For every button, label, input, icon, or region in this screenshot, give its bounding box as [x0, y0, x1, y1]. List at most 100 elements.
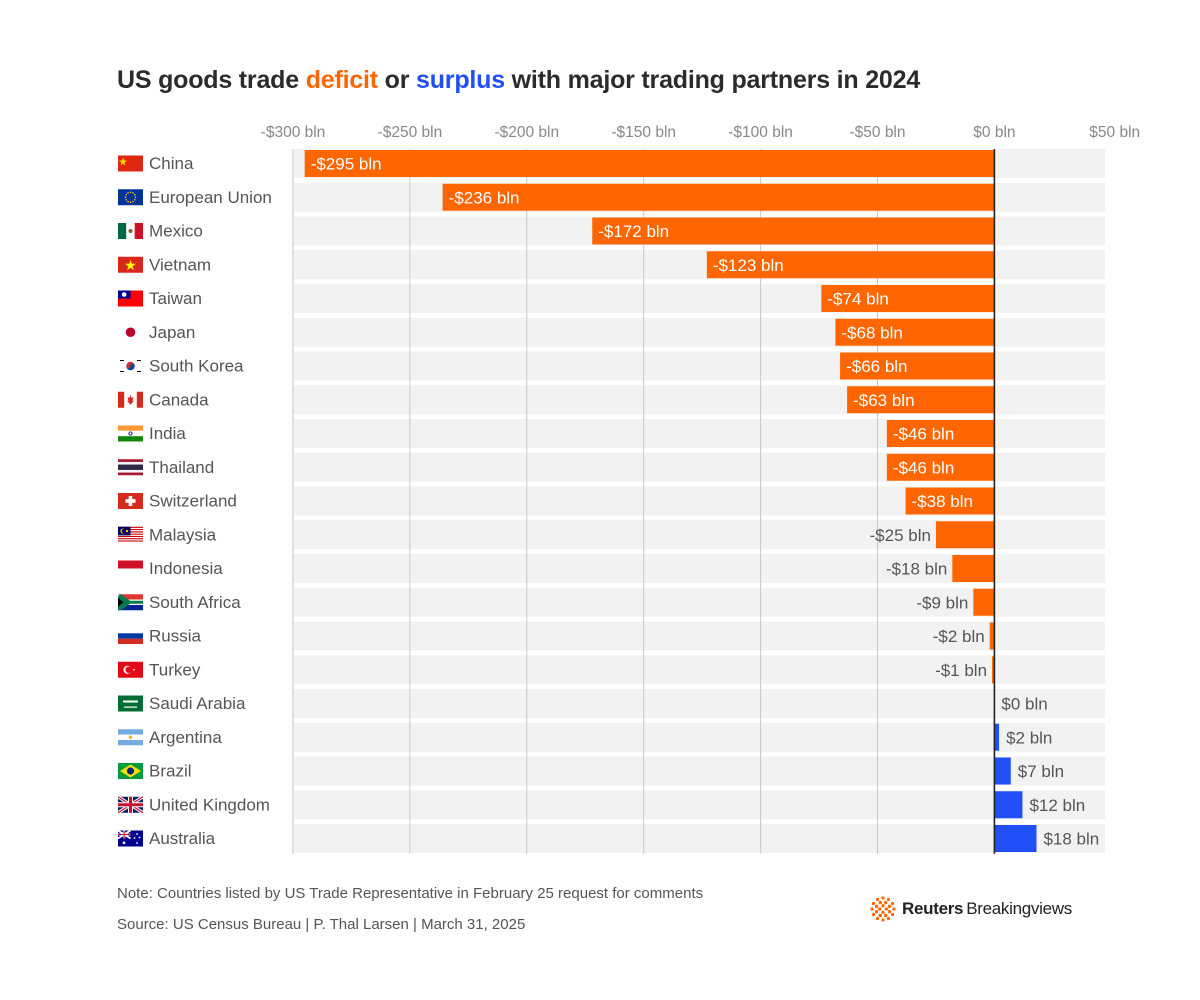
bar-india	[886, 420, 995, 447]
thailand-flag-icon	[118, 459, 143, 476]
logo-dot	[890, 912, 895, 917]
logo-dot	[878, 900, 883, 905]
logo-brand-regular: Breakingviews	[966, 899, 1072, 918]
saudi-arabia-flag-icon	[118, 695, 143, 712]
turkey-flag-icon	[118, 661, 143, 678]
category-labels: China European Union Mexico Vietnam Taiwan Ja…	[149, 154, 272, 848]
switzerland-flag-icon	[118, 493, 143, 509]
row-band	[293, 790, 1105, 820]
data-label: -$1 bln	[935, 661, 987, 680]
logo-dot	[871, 912, 876, 917]
logo-dot	[881, 918, 885, 922]
logo-dot	[883, 913, 888, 918]
category-label: Malaysia	[149, 525, 217, 544]
category-label: Japan	[149, 323, 195, 342]
category-label: Taiwan	[149, 289, 202, 308]
data-label: $12 bln	[1029, 796, 1085, 815]
bars	[304, 150, 1037, 852]
data-label: -$74 bln	[827, 290, 888, 309]
x-tick-label: -$150 bln	[611, 124, 676, 141]
category-label: Saudi Arabia	[149, 694, 246, 713]
category-label: Argentina	[149, 728, 222, 747]
data-label: -$25 bln	[870, 526, 931, 545]
logo-dot	[875, 897, 880, 902]
category-label: Turkey	[149, 660, 201, 679]
logo-dot	[883, 900, 888, 905]
category-label: Vietnam	[149, 255, 211, 274]
chart-title: US goods trade deficit or surplus with m…	[117, 66, 920, 95]
data-label: $2 bln	[1006, 728, 1052, 747]
row-band	[293, 824, 1105, 853]
bar-japan	[835, 318, 995, 346]
data-label: -$2 bln	[933, 627, 985, 646]
logo-dot	[887, 909, 892, 914]
data-label: -$172 bln	[598, 222, 669, 241]
title-suffix: with major trading partners in 2024	[504, 66, 921, 94]
argentina-flag-icon	[118, 729, 143, 746]
footnote: Note: Countries listed by US Trade Repre…	[117, 885, 704, 902]
logo-dot	[892, 907, 896, 911]
bar-south-africa	[973, 588, 995, 616]
category-label: South Korea	[149, 357, 244, 376]
data-label: -$123 bln	[713, 256, 784, 275]
flag-icons	[117, 155, 144, 847]
data-label: -$68 bln	[841, 323, 902, 342]
taiwan-flag-icon	[118, 290, 143, 307]
category-label: Australia	[149, 829, 216, 848]
category-label: Russia	[149, 627, 202, 646]
brazil-flag-icon	[118, 763, 143, 779]
bar-mexico	[592, 217, 995, 245]
bar-european-union	[442, 183, 995, 211]
data-label: -$18 bln	[886, 560, 947, 579]
indonesia-flag-icon	[118, 560, 143, 577]
x-tick-label: -$50 bln	[849, 124, 905, 141]
bar-china	[304, 150, 995, 177]
category-label: Brazil	[149, 762, 192, 781]
logo-dot	[871, 901, 876, 906]
x-tick-label: -$100 bln	[728, 124, 793, 141]
logo-dot	[878, 913, 883, 918]
data-label: -$295 bln	[311, 155, 382, 174]
bar-vietnam	[706, 251, 995, 279]
mexico-flag-icon	[118, 223, 143, 239]
data-label: -$46 bln	[893, 425, 954, 444]
logo-dot	[881, 910, 885, 914]
row-band	[293, 655, 1105, 685]
x-tick-label: -$200 bln	[494, 124, 559, 141]
title-middle: or	[377, 66, 417, 94]
malaysia-flag-icon	[118, 526, 143, 543]
bar-australia	[994, 825, 1037, 852]
bar-indonesia	[952, 555, 995, 582]
reuters-dots-icon	[870, 896, 896, 922]
united-kingdom-flag-icon	[117, 795, 144, 815]
russia-flag-icon	[118, 628, 143, 644]
logo-dot	[884, 907, 888, 911]
logo-dot	[881, 904, 885, 908]
reuters-breakingviews-logo: Reuters Breakingviews	[870, 896, 1072, 922]
data-label: $0 bln	[1001, 695, 1047, 714]
japan-flag-icon	[118, 324, 143, 341]
south-africa-flag-icon	[118, 594, 143, 611]
title-prefix: US goods trade	[117, 66, 306, 94]
data-label: -$66 bln	[846, 357, 907, 376]
south-korea-flag-icon	[118, 358, 143, 374]
row-band	[293, 722, 1105, 752]
x-tick-label: $50 bln	[1089, 124, 1140, 141]
x-tick-labels: -$300 bln -$250 bln -$200 bln -$150 bln -$10…	[261, 124, 1140, 141]
canada-flag-icon	[118, 391, 143, 408]
category-label: Indonesia	[149, 559, 223, 578]
title-deficit-word: deficit	[305, 66, 378, 94]
bar-canada	[847, 386, 995, 414]
eu-flag-icon	[118, 189, 143, 206]
category-label: China	[149, 154, 194, 173]
logo-dot	[887, 904, 892, 909]
row-band	[293, 621, 1105, 651]
row-band	[293, 756, 1105, 786]
vietnam-flag-icon	[118, 256, 143, 273]
logo-dot	[886, 897, 891, 902]
data-label: -$9 bln	[916, 593, 968, 612]
category-label: Mexico	[149, 222, 203, 241]
logo-dot	[886, 916, 891, 921]
category-label: European Union	[149, 188, 272, 207]
category-label: Canada	[149, 390, 209, 409]
